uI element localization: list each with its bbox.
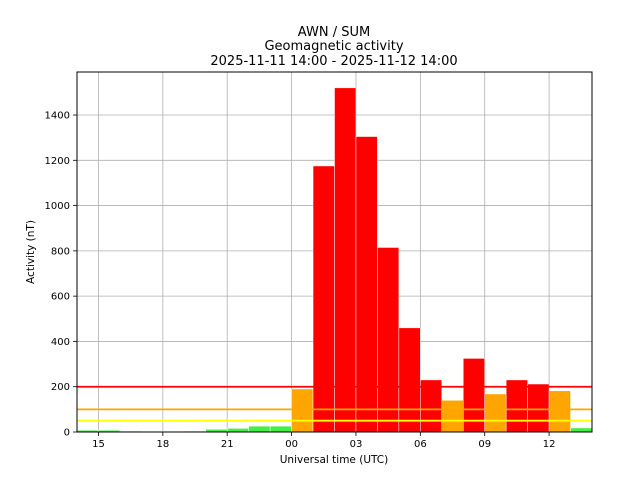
y-tick-label: 1200 (45, 156, 70, 167)
chart-title-line-2: Geomagnetic activity (264, 39, 403, 54)
x-axis-label: Universal time (UTC) (280, 454, 388, 466)
y-axis-ticks: 0 200 400 600 800 1000 1200 1400 (45, 111, 77, 439)
bar-15 (398, 327, 421, 433)
bar-11 (312, 165, 335, 433)
bar-22 (548, 390, 571, 433)
x-tick-label: 03 (350, 439, 363, 450)
bar-14 (377, 247, 400, 433)
bar-7 (226, 428, 249, 433)
x-tick-label: 18 (156, 439, 169, 450)
x-axis-ticks: 15 18 21 00 03 06 09 12 (92, 432, 555, 450)
bar-13 (355, 136, 378, 433)
bar-8 (248, 425, 271, 433)
y-tick-label: 1400 (45, 111, 70, 122)
bars (76, 87, 593, 433)
y-tick-label: 0 (64, 428, 70, 439)
bar-12 (334, 87, 357, 433)
plot-frame (76, 71, 593, 433)
y-tick-label: 600 (51, 292, 70, 303)
bar-19 (484, 393, 507, 433)
bar-23 (570, 427, 593, 433)
y-tick-label: 200 (51, 382, 70, 393)
threshold-lines (77, 385, 592, 422)
x-tick-label: 21 (221, 439, 234, 450)
bar-9 (269, 425, 292, 433)
chart-title-line-3: 2025-11-11 14:00 - 2025-11-12 14:00 (210, 54, 457, 69)
x-tick-label: 00 (285, 439, 298, 450)
y-tick-label: 1000 (45, 201, 70, 212)
x-tick-label: 15 (92, 439, 105, 450)
x-tick-label: 06 (414, 439, 427, 450)
bar-20 (505, 379, 528, 433)
bar-17 (441, 400, 464, 433)
x-tick-label: 12 (543, 439, 556, 450)
x-tick-label: 09 (478, 439, 491, 450)
bar-21 (527, 383, 550, 433)
y-tick-label: 400 (51, 337, 70, 348)
bar-10 (291, 388, 314, 433)
bar-16 (420, 379, 443, 433)
chart-title-line-1: AWN / SUM (298, 25, 370, 40)
y-axis-label: Activity (nT) (25, 220, 37, 284)
y-tick-label: 800 (51, 246, 70, 257)
